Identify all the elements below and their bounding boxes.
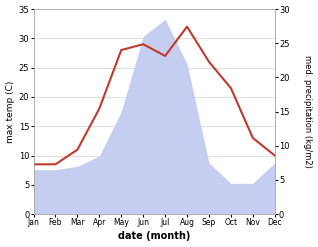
X-axis label: date (month): date (month)	[118, 231, 190, 242]
Y-axis label: max temp (C): max temp (C)	[5, 80, 15, 143]
Y-axis label: med. precipitation (kg/m2): med. precipitation (kg/m2)	[303, 55, 313, 168]
